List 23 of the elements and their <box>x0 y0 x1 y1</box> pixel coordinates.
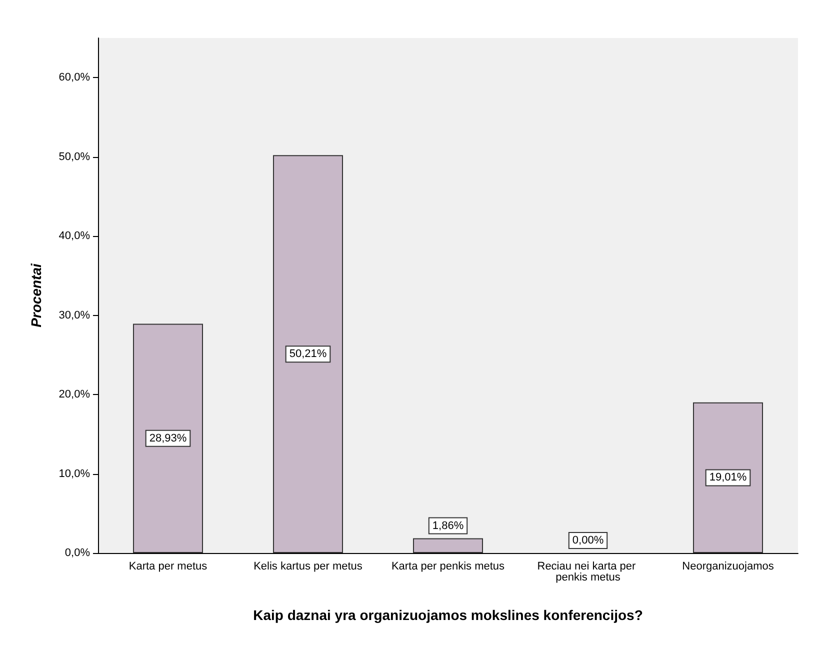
data-label: 19,01% <box>709 472 747 484</box>
x-tick-label: Reciau nei karta per penkis metus <box>537 560 639 584</box>
bar <box>413 538 483 553</box>
y-tick-label: 60,0% <box>58 72 90 84</box>
bar <box>273 155 343 553</box>
data-label: 28,93% <box>149 432 187 444</box>
bar <box>693 402 763 553</box>
y-axis-title: Procentai <box>28 262 44 328</box>
data-label: 1,86% <box>432 520 464 532</box>
y-tick-label: 40,0% <box>58 230 90 242</box>
x-axis-title: Kaip daznai yra organizuojamos mokslines konferencijos? <box>253 607 643 623</box>
data-label: 0,00% <box>572 534 604 546</box>
x-tick-label: Kelis kartus per metus <box>254 560 363 572</box>
y-tick-label: 0,0% <box>64 547 90 559</box>
x-tick-label: Karta per penkis metus <box>391 560 506 572</box>
y-tick-label: 10,0% <box>58 468 90 480</box>
x-tick-label: Neorganizuojamos <box>682 560 774 572</box>
y-tick-label: 50,0% <box>58 150 90 163</box>
y-tick-label: 30,0% <box>58 309 90 322</box>
data-label: 50,21% <box>289 348 327 360</box>
x-tick-label: Karta per metus <box>128 560 208 572</box>
bar <box>133 324 203 553</box>
y-tick-label: 20,0% <box>58 388 90 401</box>
